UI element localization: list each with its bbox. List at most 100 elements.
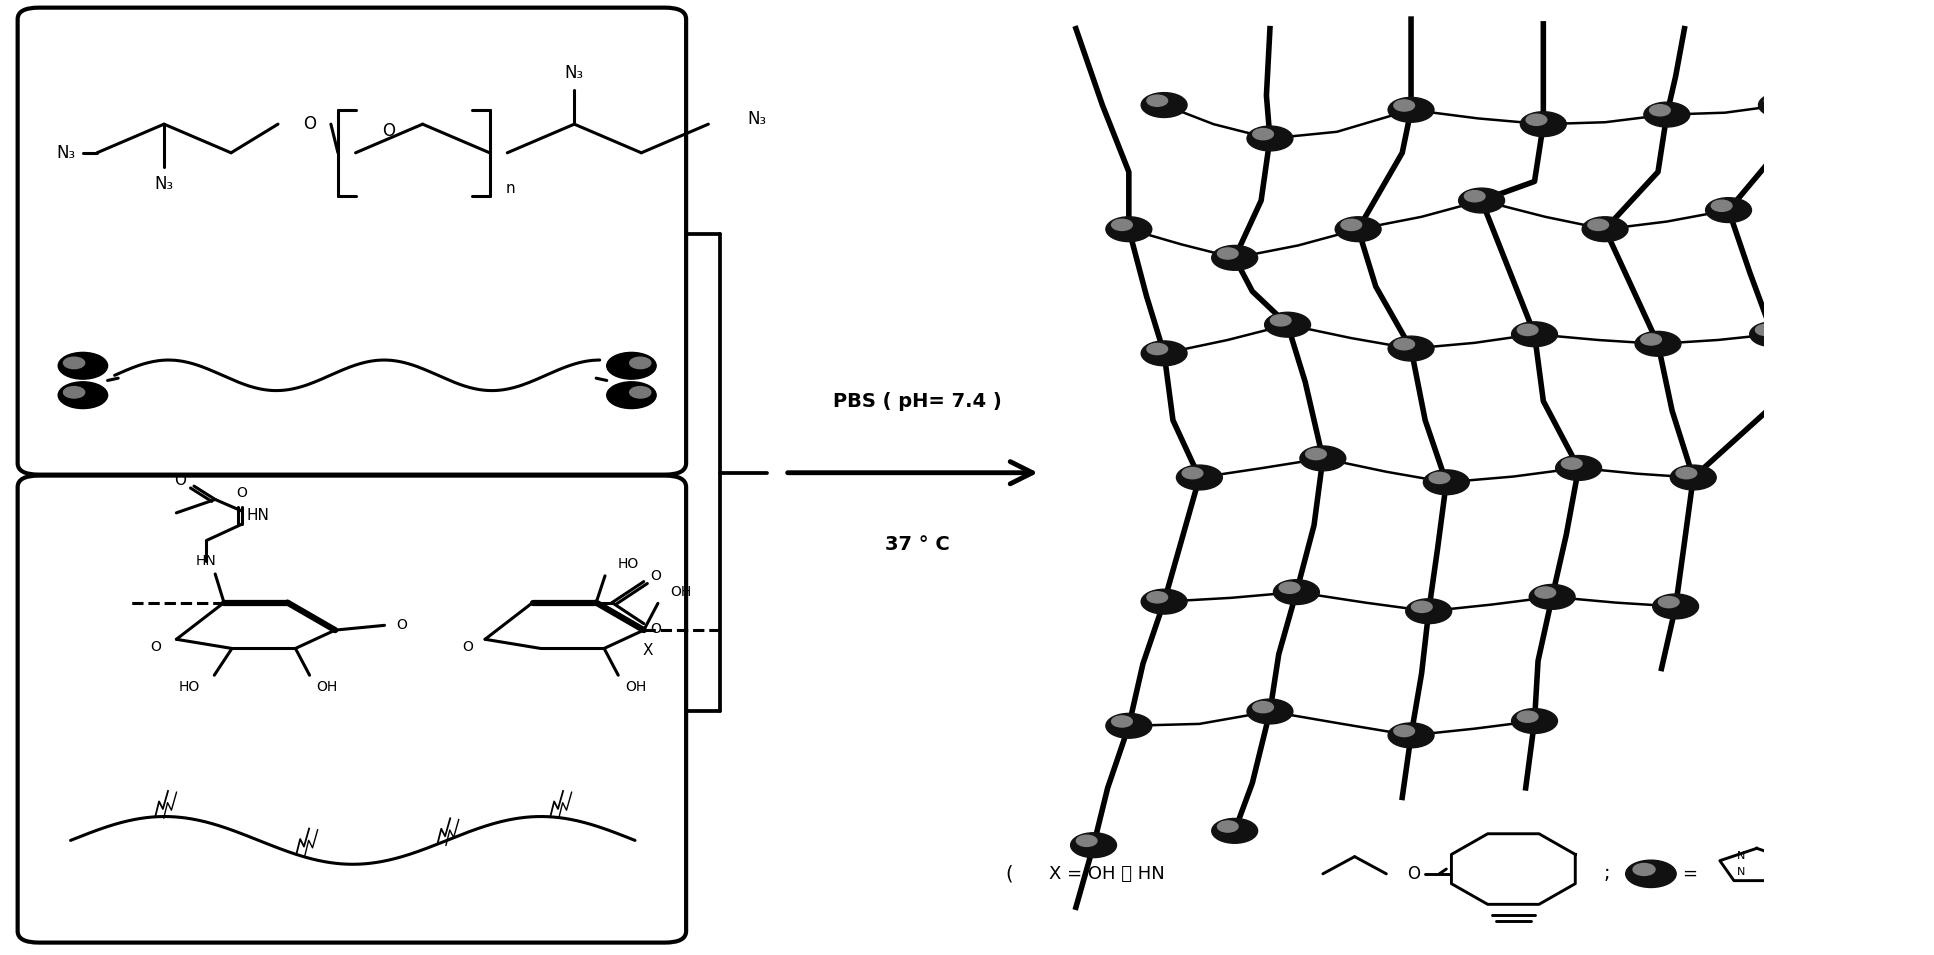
Circle shape	[1634, 331, 1681, 356]
Circle shape	[1334, 217, 1381, 242]
Circle shape	[1458, 188, 1505, 213]
Circle shape	[1644, 102, 1690, 127]
Circle shape	[1389, 97, 1433, 122]
Circle shape	[1512, 322, 1557, 347]
Text: N₃: N₃	[56, 144, 75, 161]
Text: O: O	[650, 569, 661, 583]
Circle shape	[1659, 597, 1679, 607]
Circle shape	[1176, 465, 1222, 490]
Circle shape	[1141, 341, 1187, 366]
Circle shape	[1518, 325, 1538, 335]
Text: N₃: N₃	[565, 64, 584, 81]
Text: O: O	[650, 623, 661, 636]
Circle shape	[1218, 821, 1238, 832]
Circle shape	[64, 387, 85, 398]
Circle shape	[607, 382, 656, 409]
Circle shape	[1147, 96, 1168, 106]
Circle shape	[1429, 473, 1450, 483]
Circle shape	[1394, 726, 1414, 736]
Circle shape	[1147, 592, 1168, 603]
Circle shape	[64, 357, 85, 369]
Circle shape	[1626, 860, 1677, 887]
Text: OH: OH	[625, 680, 646, 693]
Circle shape	[58, 352, 108, 379]
Text: O: O	[462, 640, 472, 654]
Circle shape	[1423, 470, 1470, 495]
Circle shape	[1650, 105, 1671, 116]
Circle shape	[1106, 713, 1153, 738]
FancyBboxPatch shape	[17, 8, 687, 475]
Circle shape	[1632, 863, 1656, 876]
Circle shape	[1536, 587, 1555, 598]
Text: PBS ( pH= 7.4 ): PBS ( pH= 7.4 )	[834, 392, 1002, 411]
Text: O: O	[304, 116, 317, 133]
Circle shape	[1112, 220, 1131, 230]
Text: HO: HO	[180, 680, 201, 693]
Circle shape	[1512, 709, 1557, 733]
Circle shape	[1278, 583, 1300, 593]
Circle shape	[1518, 711, 1538, 722]
Text: n: n	[507, 180, 516, 196]
Circle shape	[1406, 599, 1452, 624]
Circle shape	[1530, 584, 1574, 609]
Circle shape	[1756, 325, 1775, 335]
Circle shape	[607, 352, 656, 379]
Text: O: O	[1408, 865, 1421, 882]
Text: HO: HO	[617, 558, 638, 571]
Circle shape	[1561, 458, 1582, 469]
Circle shape	[1555, 456, 1601, 480]
Circle shape	[1750, 322, 1795, 347]
Circle shape	[630, 357, 652, 369]
Text: N: N	[1737, 867, 1744, 878]
Circle shape	[1300, 446, 1346, 471]
Circle shape	[1182, 468, 1203, 478]
Text: =: =	[1683, 865, 1698, 882]
Circle shape	[1640, 334, 1661, 345]
Circle shape	[1394, 100, 1414, 111]
Circle shape	[1520, 112, 1567, 137]
Circle shape	[1340, 220, 1362, 230]
FancyBboxPatch shape	[17, 476, 687, 943]
Circle shape	[1464, 191, 1485, 202]
Circle shape	[1412, 602, 1433, 612]
Circle shape	[1253, 129, 1273, 139]
Circle shape	[1582, 217, 1628, 242]
Circle shape	[1588, 220, 1609, 230]
Text: HN: HN	[248, 508, 271, 523]
Text: O: O	[396, 618, 408, 632]
Circle shape	[1671, 465, 1715, 490]
Circle shape	[1071, 833, 1116, 858]
FancyArrowPatch shape	[787, 461, 1033, 484]
Circle shape	[1526, 115, 1547, 125]
Circle shape	[1247, 126, 1292, 151]
Text: O: O	[236, 486, 248, 499]
Circle shape	[1213, 245, 1257, 270]
Text: O: O	[174, 473, 186, 488]
Text: N₃: N₃	[747, 111, 766, 128]
Circle shape	[1218, 248, 1238, 259]
Text: 37 ° C: 37 ° C	[886, 535, 950, 554]
Text: ;: ;	[1603, 864, 1611, 883]
Text: N₃: N₃	[155, 176, 174, 193]
Text: OH: OH	[671, 584, 692, 599]
Circle shape	[1265, 312, 1311, 337]
Circle shape	[1677, 468, 1696, 478]
Circle shape	[1654, 594, 1698, 619]
Circle shape	[630, 387, 652, 398]
Circle shape	[1712, 201, 1733, 211]
Circle shape	[1758, 93, 1804, 117]
Text: (: (	[1006, 864, 1013, 883]
Text: HN: HN	[195, 554, 217, 567]
Circle shape	[1389, 723, 1433, 748]
Text: N: N	[1737, 851, 1744, 860]
Text: O: O	[149, 640, 161, 654]
Circle shape	[58, 382, 108, 409]
Circle shape	[1394, 339, 1414, 350]
Circle shape	[1141, 93, 1187, 117]
Circle shape	[1389, 336, 1433, 361]
Circle shape	[1147, 344, 1168, 354]
Circle shape	[1213, 818, 1257, 843]
Text: X: X	[642, 643, 652, 658]
Circle shape	[1077, 836, 1097, 846]
Circle shape	[1764, 96, 1785, 106]
